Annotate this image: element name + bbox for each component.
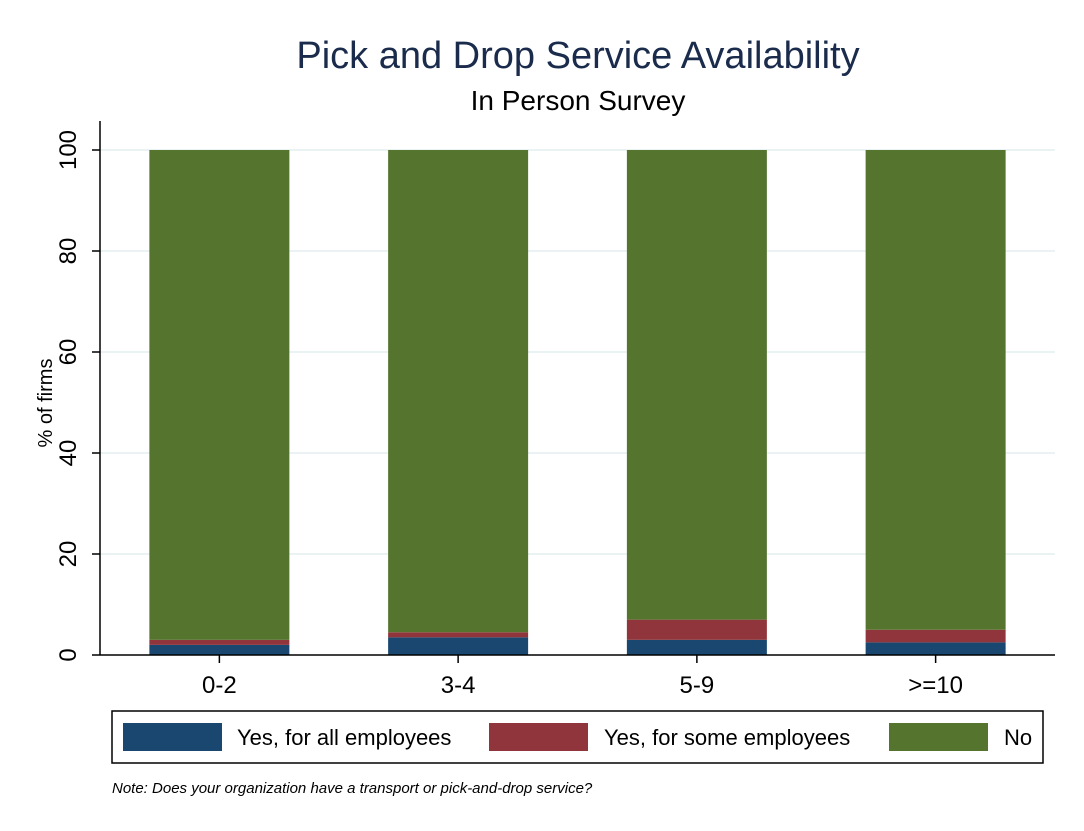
- bar-segment: [388, 150, 529, 633]
- y-axis-title: % of firms: [35, 359, 57, 448]
- bar-segment: [626, 150, 767, 620]
- bars: [149, 150, 1006, 655]
- x-tick-label: 0-2: [202, 672, 237, 699]
- y-tick-label: 100: [55, 130, 82, 170]
- legend-label: No: [1004, 725, 1032, 750]
- bar-segment: [626, 619, 767, 640]
- y-tick-label: 60: [55, 339, 82, 366]
- y-tick-label: 40: [55, 440, 82, 467]
- x-tick-label: 3-4: [441, 672, 476, 699]
- chart-title: Pick and Drop Service Availability: [296, 35, 859, 77]
- legend-swatch: [489, 723, 588, 751]
- y-tick-label: 80: [55, 238, 82, 265]
- legend-swatch: [123, 723, 222, 751]
- legend-label: Yes, for some employees: [604, 725, 850, 750]
- chart-note: Note: Does your organization have a tran…: [112, 780, 593, 797]
- x-tick-label: 5-9: [680, 672, 715, 699]
- x-tick-label: >=10: [908, 672, 963, 699]
- y-tick-label: 20: [55, 541, 82, 568]
- bar-segment: [149, 644, 290, 655]
- bar-segment: [865, 150, 1006, 630]
- bar-segment: [865, 642, 1006, 655]
- bar-segment: [149, 150, 290, 640]
- legend: Yes, for all employees Yes, for some empl…: [111, 710, 1044, 764]
- axes: 0 20 40 60 80 100 0-2 3-4 5-9 >=10: [55, 121, 1055, 699]
- chart-subtitle: In Person Survey: [471, 85, 686, 116]
- y-tick-label: 0: [55, 648, 82, 661]
- bar-segment: [388, 637, 529, 655]
- bar-segment: [865, 629, 1006, 643]
- legend-label: Yes, for all employees: [237, 725, 451, 750]
- bar-segment: [388, 632, 529, 638]
- bar-segment: [626, 639, 767, 655]
- bar-segment: [149, 639, 290, 645]
- legend-swatch: [889, 723, 988, 751]
